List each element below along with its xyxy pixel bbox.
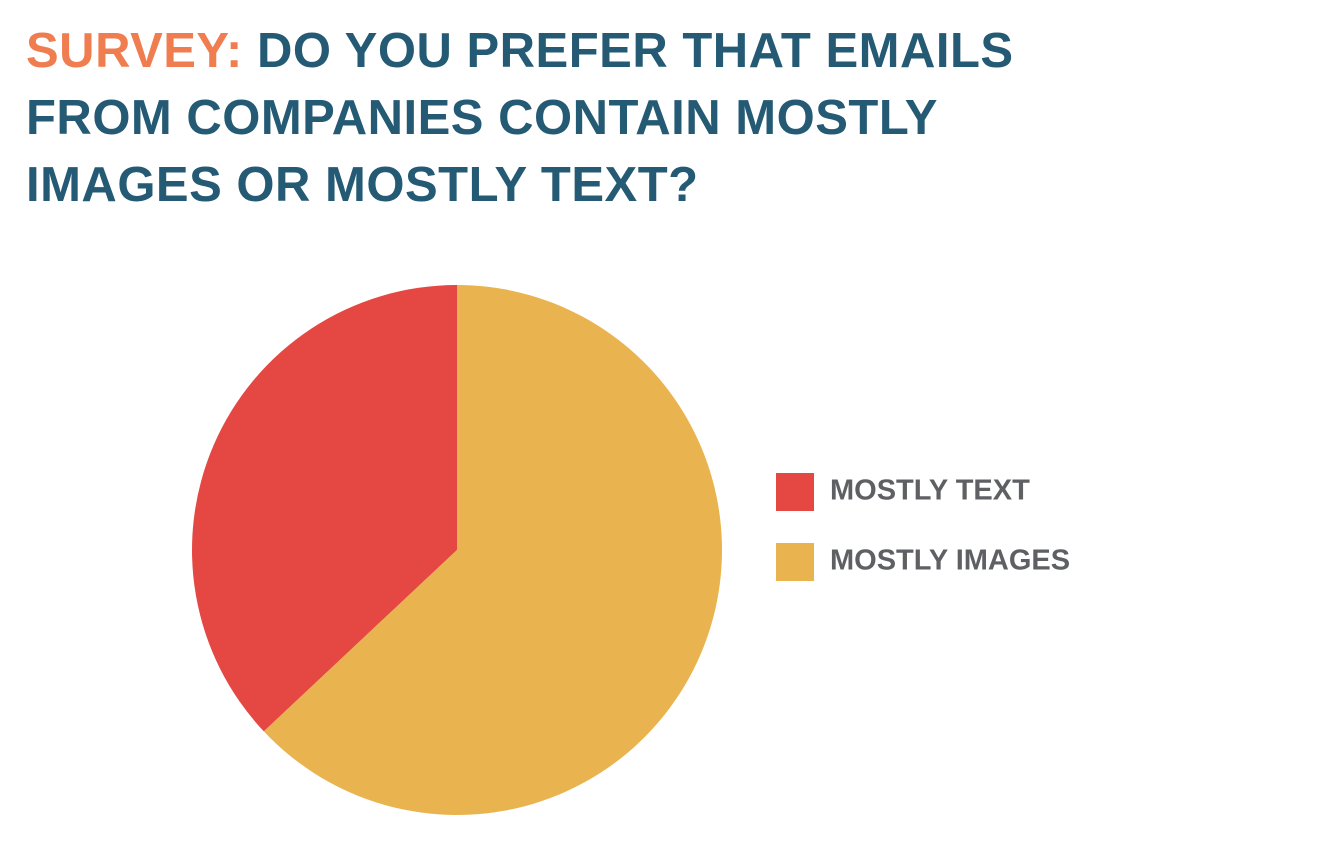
pie-slice — [263, 285, 722, 815]
chart-title: SURVEY: DO YOU PREFER THAT EMAILS FROM C… — [26, 18, 1146, 219]
legend-swatch — [776, 543, 814, 581]
legend-label: MOSTLY TEXT — [830, 475, 1030, 507]
title-text: DO YOU PREFER THAT EMAILS FROM COMPANIES… — [26, 24, 1014, 212]
title-label: SURVEY: — [26, 24, 243, 78]
legend-label: MOSTLY IMAGES — [830, 545, 1070, 577]
legend-swatch — [776, 473, 814, 511]
pie-slice — [191, 285, 458, 732]
